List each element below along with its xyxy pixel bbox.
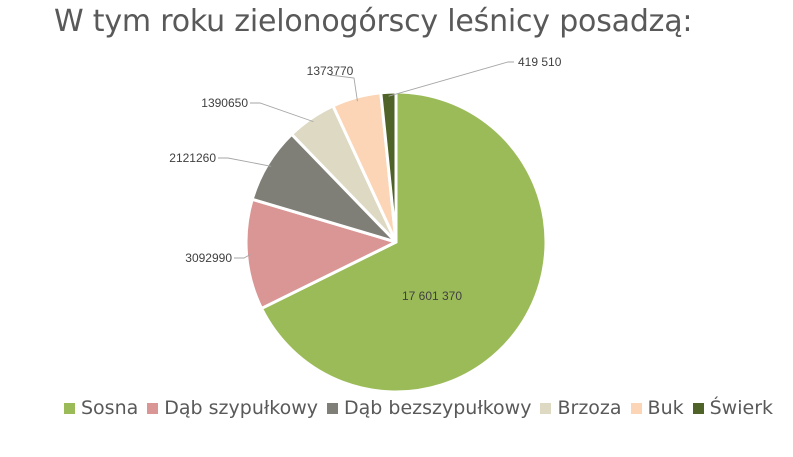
legend-swatch-4 — [540, 402, 552, 414]
legend-label-5: Buk — [647, 397, 684, 419]
legend-swatch-5 — [630, 402, 642, 414]
leader-line-2 — [234, 254, 251, 259]
leader-line-6 — [388, 61, 514, 97]
leader-line-3 — [218, 157, 272, 167]
data-label-5: 1373770 — [307, 64, 354, 78]
legend-entry-4: Brzoza — [540, 397, 622, 419]
data-label-3: 2121260 — [169, 151, 216, 165]
legend-entry-1: Sosna — [64, 397, 138, 419]
legend-label-2: Dąb szypułkowy — [164, 397, 319, 419]
legend-entry-6: Świerk — [692, 397, 774, 419]
legend-swatch-1 — [64, 402, 75, 414]
legend-entry-5: Buk — [630, 397, 684, 419]
leader-line-5 — [329, 74, 358, 102]
data-label-2: 3092990 — [185, 251, 232, 265]
data-label-6: 419 510 — [518, 55, 562, 69]
legend-swatch-2 — [147, 402, 159, 414]
legend-entry-2: Dąb szypułkowy — [147, 397, 318, 419]
legend-swatch-3 — [327, 402, 339, 414]
pie-slice-2 — [244, 197, 398, 310]
legend-label-3: Dąb bezszypułkowy — [344, 397, 532, 419]
legend-label-4: Brzoza — [557, 397, 622, 419]
legend-label-6: Świerk — [709, 397, 774, 419]
legend-swatch-6 — [692, 402, 704, 414]
legend-label-1: Sosna — [81, 397, 139, 419]
pie-slice-1 — [260, 90, 548, 394]
data-label-4: 1390650 — [201, 96, 248, 110]
chart-title: W tym roku zielonogórscy leśnicy posadzą… — [54, 4, 693, 39]
data-label-1: 17 601 370 — [402, 289, 462, 303]
chart-legend: Sosna Dąb szypułkowy Dąb bezszypułkowy Brzo… — [64, 397, 782, 419]
pie-slice-6 — [379, 90, 398, 244]
leader-line-4 — [250, 102, 314, 123]
legend-entry-3: Dąb bezszypułkowy — [327, 397, 531, 419]
